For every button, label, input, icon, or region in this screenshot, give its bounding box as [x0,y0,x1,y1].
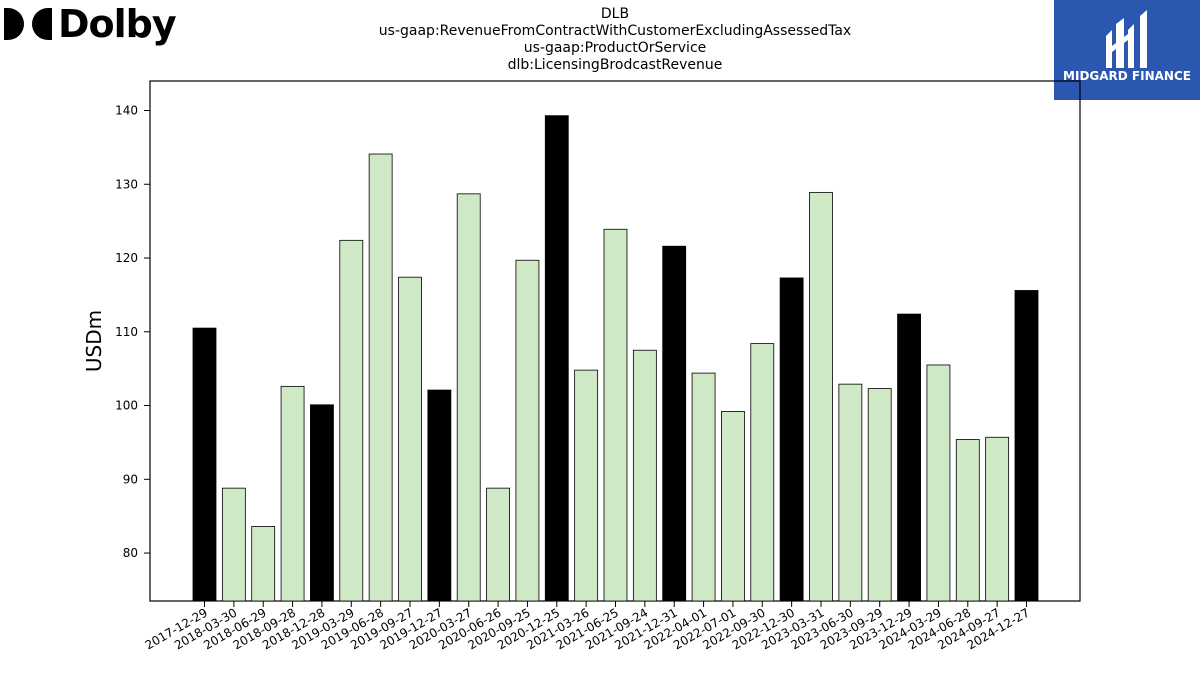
bar-2021-06-25 [603,228,628,602]
bar-2018-03-30 [221,487,246,602]
title-line-concept: us-gaap:RevenueFromContractWithCustomerE… [378,23,852,39]
y-tick-label: 100 [115,399,138,413]
bar-2018-12-28 [310,404,334,602]
bar-2021-12-31 [662,245,687,602]
y-tick-label: 90 [123,472,138,486]
bar-2023-03-31 [809,191,833,602]
y-axis-label: USDm [82,310,106,372]
bar-2020-06-26 [486,487,510,602]
y-axis: 80 90 100 110 120 130 140 [115,104,150,560]
chart-title: DLB us-gaap:RevenueFromContractWithCusto… [365,6,865,74]
bar-2023-06-30 [838,383,863,602]
bar-2017-12-29 [192,327,217,602]
bar-2024-06-28 [955,439,980,602]
title-line-ticker: DLB [600,6,630,22]
bar-2022-09-30 [750,343,775,602]
midgard-logo-text: MIDGARD FINANCE [1063,69,1191,83]
title-line-axis: us-gaap:ProductOrService [523,40,707,56]
bar-2020-03-27 [456,193,481,602]
y-tick-label: 130 [115,177,138,191]
bar-2023-09-29 [867,388,892,602]
title-line-member: dlb:LicensingBrodcastRevenue [507,57,723,73]
bar-2021-03-26 [574,369,599,602]
bar-2023-12-29 [897,313,921,602]
bar-2024-12-27 [1014,290,1039,602]
bar-series [192,115,1039,602]
y-tick-label: 110 [115,325,138,339]
bar-2019-03-29 [339,239,364,602]
bar-2020-09-25 [515,259,540,602]
bar-2022-04-01 [691,372,716,602]
x-axis: 2017-12-292018-03-302018-06-292018-09-28… [143,601,1032,652]
bar-2020-12-25 [544,115,569,602]
y-tick-label: 120 [115,251,138,265]
midgard-emblem-icon [1106,10,1147,68]
bar-2024-09-27 [985,436,1010,602]
bar-2024-03-29 [926,364,951,602]
bar-2019-09-27 [398,276,422,602]
bar-2022-12-30 [779,277,804,602]
bar-2018-06-29 [251,526,276,602]
midgard-finance-logo: MIDGARD FINANCE [1054,0,1200,100]
bar-2022-07-01 [721,411,745,602]
y-tick-label: 80 [123,546,138,560]
dolby-logo-text: Dolby [58,2,177,46]
dolby-logo: Dolby [4,2,177,46]
bar-2018-09-28 [280,385,305,602]
bar-2019-06-28 [368,153,393,602]
bar-2021-09-24 [632,349,657,602]
dolby-double-d-icon [4,8,52,40]
bar-2019-12-27 [427,389,452,602]
y-tick-label: 140 [115,104,138,118]
